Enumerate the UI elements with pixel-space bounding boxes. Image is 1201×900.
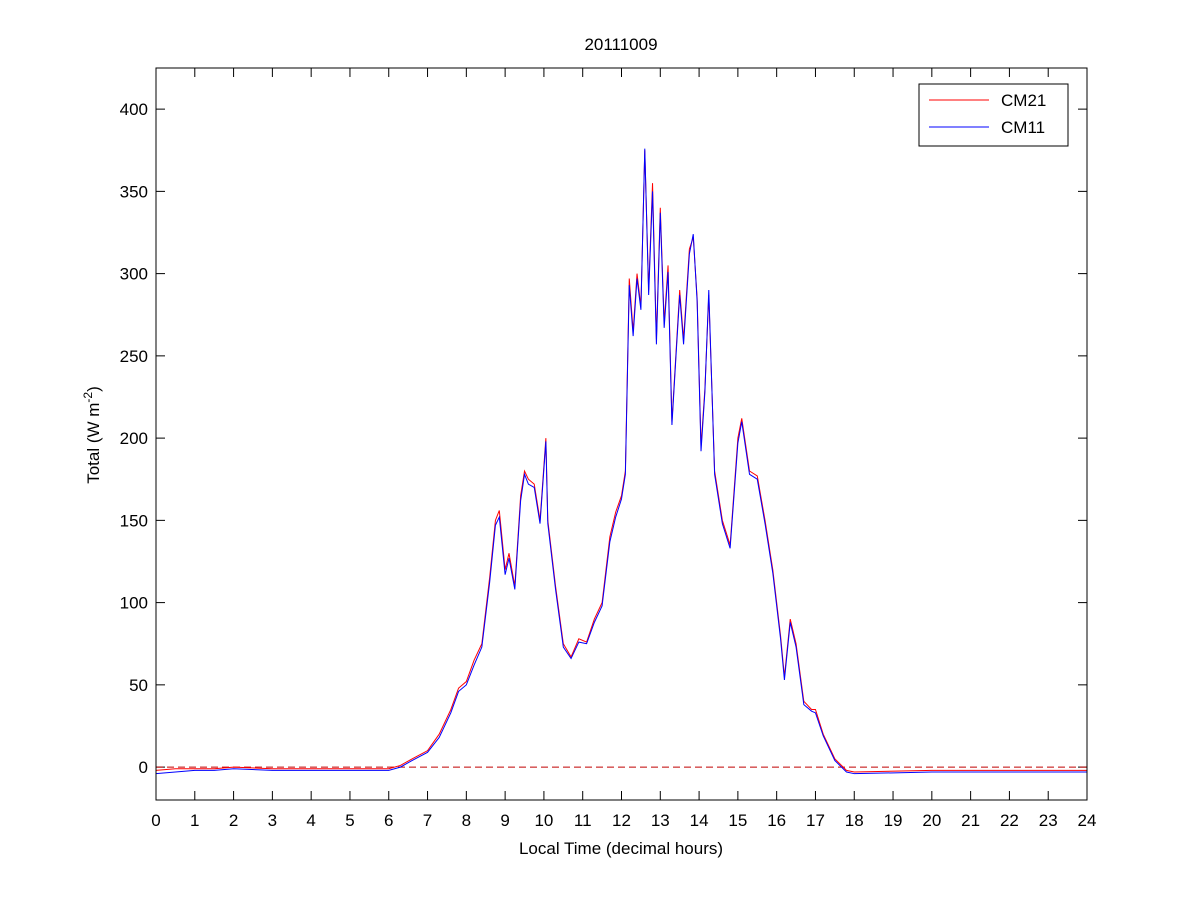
y-tick-label: 200 [120, 429, 148, 448]
x-tick-label: 18 [845, 811, 864, 830]
x-tick-label: 12 [612, 811, 631, 830]
axes-box [155, 67, 1088, 801]
plot-area [156, 68, 1087, 800]
chart-title: 20111009 [584, 35, 657, 54]
legend-box [918, 83, 1069, 147]
data-line [155, 148, 1087, 775]
x-tick-label: 3 [268, 811, 277, 830]
x-tick-label: 9 [500, 811, 509, 830]
x-tick-label: 6 [384, 811, 393, 830]
legend-label: CM21 [1001, 91, 1046, 110]
x-tick-label: 15 [728, 811, 747, 830]
x-tick-label: 7 [423, 811, 432, 830]
y-tick-label: 50 [129, 676, 148, 695]
x-tick-label: 13 [651, 811, 670, 830]
x-tick-label: 10 [534, 811, 553, 830]
x-tick-label: 14 [690, 811, 709, 830]
legend-label: CM11 [1001, 118, 1045, 137]
y-tick-label: 250 [120, 347, 148, 366]
x-tick-label: 20 [922, 811, 941, 830]
y-axis-label: Total (W m-2) [81, 386, 103, 484]
x-tick-label: 24 [1078, 811, 1097, 830]
y-tick-label: 100 [120, 594, 148, 613]
x-tick-label: 4 [306, 811, 315, 830]
x-tick-label: 1 [190, 811, 199, 830]
y-tick-label: 350 [120, 182, 148, 201]
x-tick-label: 21 [961, 811, 980, 830]
x-tick-label: 2 [229, 811, 238, 830]
x-tick-label: 0 [151, 811, 160, 830]
x-tick-label: 17 [806, 811, 825, 830]
y-tick-label: 150 [120, 511, 148, 530]
x-axis-label: Local Time (decimal hours) [519, 839, 723, 858]
x-tick-label: 5 [345, 811, 354, 830]
x-tick-label: 19 [884, 811, 903, 830]
x-tick-label: 11 [574, 811, 592, 830]
x-tick-label: 8 [462, 811, 471, 830]
x-tick-label: 23 [1039, 811, 1058, 830]
y-tick-label: 300 [120, 265, 148, 284]
x-tick-label: 22 [1000, 811, 1019, 830]
y-tick-label: 0 [139, 758, 148, 777]
x-tick-label: 16 [767, 811, 786, 830]
y-tick-label: 400 [120, 100, 148, 119]
